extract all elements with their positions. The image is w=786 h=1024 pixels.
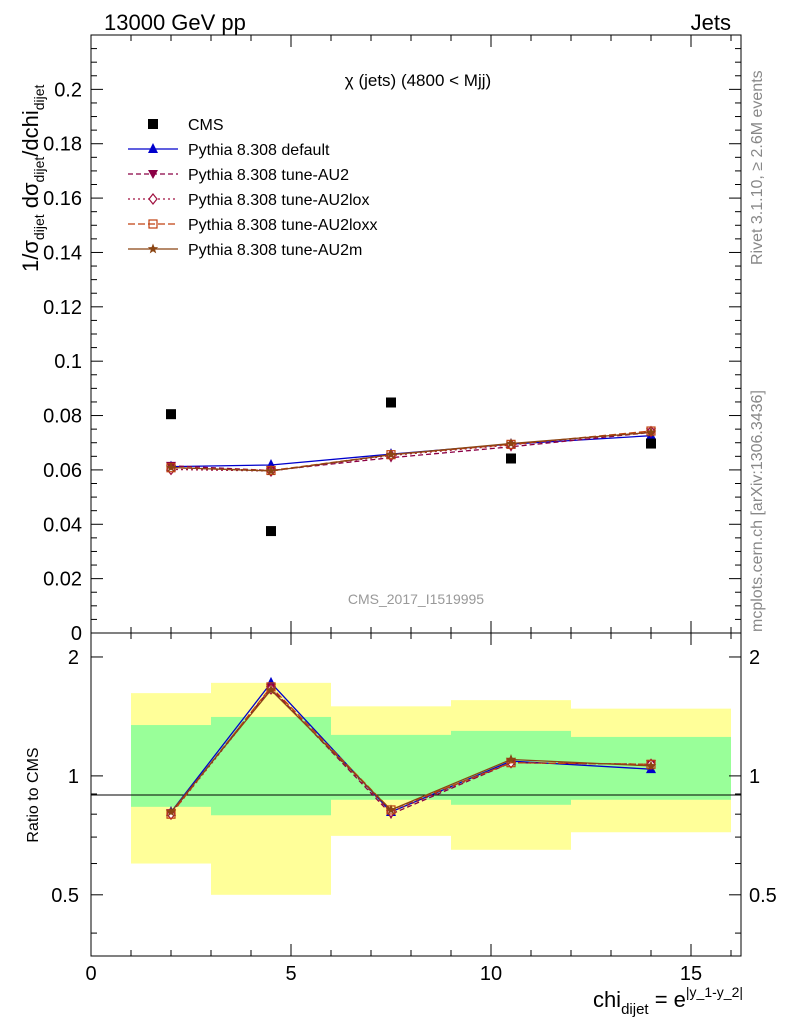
- cms-data-point: [646, 438, 656, 449]
- ratio-series-point: [645, 760, 657, 771]
- ratio-y-tick-label: 0.5: [51, 885, 79, 907]
- legend-marker: [148, 170, 158, 179]
- main-series-point: [385, 449, 397, 460]
- cms-data-point: [386, 397, 396, 408]
- x-axis-label: chidijet = e|y_1-y_2|: [593, 984, 743, 1018]
- main-y-tick-label: 0.2: [54, 79, 82, 101]
- ratio-series-point: [505, 754, 517, 764]
- main-y-tick-label: 0.18: [43, 134, 82, 156]
- ratio-ticks: 0.5 0.5 1 1 2 2 0 5 10 15: [51, 633, 777, 985]
- legend-label: Pythia 8.308 tune-AU2loxx: [188, 217, 377, 234]
- main-y-tick-label: 0: [71, 623, 82, 645]
- ratio-marks: [165, 676, 657, 821]
- ratio-y-tick-label: 0.5: [749, 885, 777, 907]
- x-tick-label: 10: [480, 963, 502, 985]
- mcplots-label: mcplots.cern.ch [arXiv:1306.3436]: [749, 390, 766, 632]
- legend-label: Pythia 8.308 tune-AU2lox: [188, 192, 369, 209]
- main-y-tick-label: 0.1: [54, 351, 82, 373]
- rivet-label: Rivet 3.1.10, ≥ 2.6M events: [749, 70, 766, 265]
- cms-data-point: [506, 453, 516, 464]
- main-y-tick-label: 0.12: [43, 297, 82, 319]
- ratio-y-axis-label: Ratio to CMS: [25, 747, 42, 842]
- main-series-point: [505, 438, 517, 448]
- legend: CMS Pythia 8.308 default Pythia 8.308 tune…: [128, 117, 377, 259]
- ratio-band-inner: [331, 734, 451, 800]
- legend-marker-cms: [148, 119, 158, 129]
- legend-label: Pythia 8.308 default: [188, 142, 330, 159]
- ratio-frame: [90, 632, 742, 957]
- main-y-axis-label: 1/σdijet dσdijet/dchidijet: [18, 84, 47, 272]
- legend-marker: [148, 193, 158, 205]
- header-jets: Jets: [691, 10, 731, 35]
- analysis-watermark: CMS_2017_I1519995: [348, 591, 484, 607]
- ratio-panel: 0.5 0.5 1 1 2 2 0 5 10 15 Ratio to CMS chidijet =…: [25, 632, 777, 1018]
- main-series-point: [645, 426, 657, 437]
- legend-label: Pythia 8.308 tune-AU2: [188, 167, 349, 184]
- x-tick-label: 5: [285, 963, 296, 985]
- ratio-y-tick-label: 2: [68, 647, 79, 669]
- ratio-series-point: [265, 684, 277, 695]
- ratio-y-tick-label: 1: [68, 766, 79, 788]
- main-series-point: [165, 462, 177, 472]
- legend-marker: [147, 243, 159, 254]
- ratio-series-line: [170, 686, 652, 815]
- main-marks: [165, 397, 657, 537]
- legend-marker: [148, 219, 158, 229]
- cms-data-point: [266, 526, 276, 537]
- ratio-series-point: [165, 806, 177, 817]
- ratio-bands: [131, 682, 731, 895]
- main-y-tick-label: 0.08: [43, 406, 82, 428]
- legend-marker: [148, 143, 158, 153]
- main-panel: 00.020.040.060.080.10.120.140.160.180.2 …: [18, 34, 742, 645]
- legend-label: CMS: [188, 117, 224, 134]
- ratio-band-inner: [211, 716, 331, 816]
- main-title: χ (jets) (4800 < Mjj): [345, 71, 491, 90]
- x-tick-label: 0: [85, 963, 96, 985]
- ratio-y-tick-label: 1: [749, 766, 760, 788]
- ratio-y-tick-label: 2: [749, 647, 760, 669]
- main-y-tick-label: 0.04: [43, 514, 82, 536]
- main-series-point: [265, 465, 277, 476]
- main-y-tick-label: 0.14: [43, 242, 82, 264]
- main-y-tick-label: 0.16: [43, 188, 82, 210]
- legend-label: Pythia 8.308 tune-AU2m: [188, 242, 362, 259]
- ratio-band-inner: [131, 725, 211, 807]
- header-energy: 13000 GeV pp: [104, 10, 246, 35]
- main-series-line: [170, 430, 652, 472]
- cms-data-point: [166, 409, 176, 420]
- x-tick-label: 15: [680, 963, 702, 985]
- main-ticks: 0 0.02 0.04 0.06 0.08 0.1 0.12 0.14 0.16 0.18 0.2: [43, 34, 741, 645]
- main-y-tick-label: 0.06: [43, 460, 82, 482]
- main-y-tick-label: 0.02: [43, 569, 82, 591]
- ratio-series-point: [385, 804, 397, 815]
